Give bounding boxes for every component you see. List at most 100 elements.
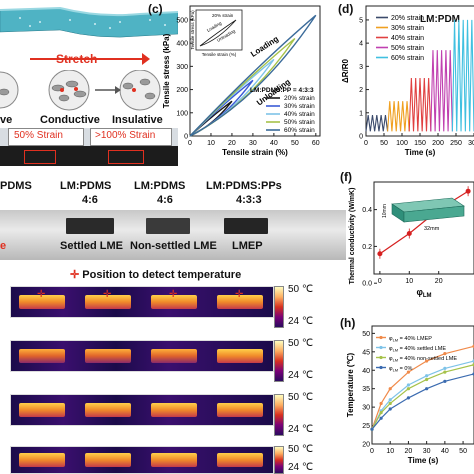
partial-left-label: ve [0, 114, 13, 126]
series-line [408, 77, 432, 132]
x-tick-label: 20 [435, 278, 443, 285]
y-tick-label: 35 [362, 386, 370, 393]
chart-thermal-conductivity: 0 10 20 0.0 0.2 0.4 φLM Thermal conductivity (W… [349, 181, 474, 299]
panel-c-letter: (c) [148, 2, 163, 16]
legend-label: 30% strain [391, 25, 424, 32]
y-tick-label: 45 [362, 349, 370, 356]
y-tick-label: 0 [359, 134, 363, 141]
thermal-segment [217, 295, 263, 309]
series-line [365, 115, 389, 132]
inset-dim-height: 10mm [382, 204, 388, 218]
temperature-marker-icon: ✛ [169, 289, 178, 300]
thermal-strip-2 [10, 340, 274, 372]
thermal-segment [19, 403, 65, 417]
detect-marker-legend: ✛ Position to detect temperature [70, 268, 241, 281]
inset-sample-front [403, 205, 465, 223]
thermal-segment [19, 295, 65, 309]
y-tick-label: 0 [184, 134, 188, 141]
y-tick-label: 0.0 [362, 281, 372, 288]
data-point [388, 407, 392, 411]
y-tick-label: 400 [176, 41, 188, 48]
inset-dim-length: 32mm [424, 226, 440, 232]
legend-marker [379, 335, 383, 340]
panel-a: Stretch ve Conductive Insulative 50% Str… [0, 0, 178, 170]
plot-frame [371, 325, 474, 445]
y-tick-label: 50 [362, 331, 370, 338]
data-point [425, 359, 429, 363]
y-tick-label: 200 [176, 87, 188, 94]
legend-label: φLM = 40% non-settled LME [389, 356, 457, 363]
colorbar-1 [274, 286, 284, 328]
sample-block-non-settled [146, 218, 190, 234]
x-axis-label: φLM [416, 287, 431, 299]
x-tick-label: 10 [405, 278, 413, 285]
x-tick-label: 0 [370, 448, 374, 455]
panel-h-letter: (h) [340, 316, 356, 330]
y-tick-label: 4 [359, 41, 363, 48]
data-point [388, 398, 392, 402]
header-1-line2: 4:6 [82, 194, 98, 206]
data-point [379, 401, 383, 406]
x-tick-label: 50 [459, 448, 467, 455]
x-tick-label: 250 [450, 140, 462, 147]
x-tick-label: 50 [380, 140, 388, 147]
thermal-segment [85, 403, 131, 417]
x-axis-label: Time (s) [405, 148, 436, 157]
data-point [406, 231, 412, 237]
temperature-marker-icon: ✛ [235, 289, 244, 300]
chart-temperature-time: 0 10 20 30 40 50 20 25 30 35 40 45 50 Time (s) Tempera… [346, 325, 474, 465]
x-tick-label: 0 [364, 140, 368, 147]
data-point [425, 374, 429, 378]
thermal-segment [217, 349, 263, 363]
plot-frame [365, 5, 474, 137]
x-tick-label: 20 [405, 448, 413, 455]
temperature-marker-icon: ✛ [70, 269, 80, 281]
thermal-segment [151, 349, 197, 363]
thermal-segment [151, 295, 197, 309]
data-point [425, 387, 429, 391]
data-point [388, 387, 392, 391]
data-point [406, 387, 411, 391]
strain-100-box [90, 128, 172, 146]
data-point [377, 251, 383, 257]
legend-label: 20% strain [391, 15, 424, 22]
lm-film-illustration [0, 6, 178, 38]
thermal-strip-4 [10, 446, 274, 474]
sublabel-lmep: LMEP [232, 240, 263, 252]
series-line [371, 373, 474, 430]
data-point [443, 366, 447, 371]
y-tick-label: 1 [359, 110, 363, 117]
y-tick-label: 40 [362, 368, 370, 375]
legend-label: 40% strain [284, 111, 315, 118]
legend-title: LM:PDMS:PP = 4:3:3 [250, 87, 314, 94]
sample-block-lmep [224, 218, 268, 234]
legend-marker [379, 345, 383, 350]
header-3-line1: LM:PDMS:PPs [206, 180, 282, 192]
sublabel-non-settled: Non-settled LME [130, 240, 217, 252]
data-point [379, 411, 383, 415]
y-tick-label: 0.4 [362, 207, 372, 214]
inset-legend: 20% strain [212, 13, 234, 18]
series-line [371, 364, 474, 430]
thermal-segment [85, 349, 131, 363]
conductive-label: Conductive [40, 114, 100, 126]
colorbar-1-min: 24 ℃ [288, 316, 314, 327]
x-tick-label: 10 [386, 448, 394, 455]
data-point [465, 188, 471, 194]
x-tick-label: 30 [423, 448, 431, 455]
inset-y-label: Tensile stress (kPa) [190, 10, 195, 50]
data-point [406, 370, 411, 374]
x-tick-label: 60 [312, 140, 320, 147]
colorbar-4-min: 24 ℃ [288, 462, 314, 473]
series-line [451, 19, 474, 132]
highlight-box-left [24, 150, 56, 164]
chart-resistance-time: 0 50 100 150 200 250 300 0 1 2 3 4 5 Time (s) ΔR/R0 20%… [341, 5, 474, 157]
data-point [443, 352, 447, 356]
x-tick-label: 0 [378, 278, 382, 285]
legend-marker [379, 355, 383, 360]
x-tick-label: 10 [207, 140, 215, 147]
panel-f-letter: (f) [340, 170, 352, 184]
insulative-label: Insulative [112, 114, 163, 126]
data-point [406, 396, 411, 400]
colorbar-4-max: 50 ℃ [288, 444, 314, 455]
